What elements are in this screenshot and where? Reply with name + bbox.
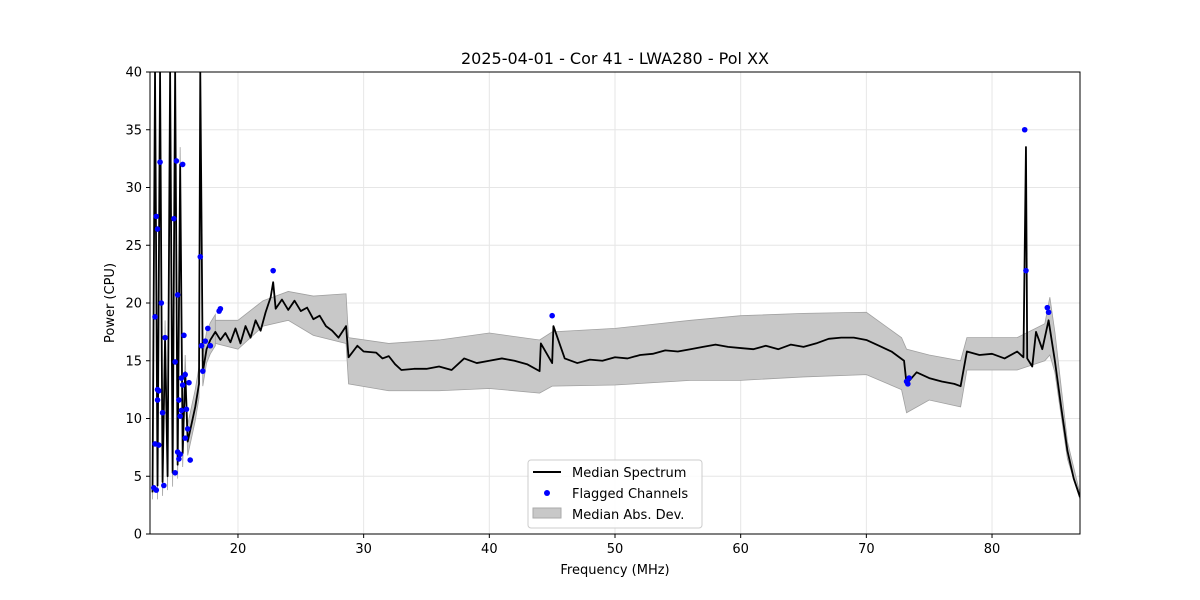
flagged-channel-point — [176, 456, 182, 462]
legend-swatch-flagged — [544, 490, 550, 496]
flagged-channel-point — [174, 292, 181, 298]
flagged-channel-point — [216, 308, 222, 314]
flagged-channel-point — [182, 435, 188, 441]
flagged-channel-point — [906, 375, 912, 381]
flagged-channel-point — [205, 325, 211, 332]
legend-box — [527, 459, 703, 529]
flagged-channel-point — [157, 159, 163, 165]
flagged-channel-point — [207, 342, 214, 349]
flagged-channel-point — [198, 342, 205, 349]
flagged-channel-point — [153, 487, 160, 493]
y-tick-label: 0 — [134, 528, 142, 543]
x-tick-label: 30 — [355, 542, 372, 557]
legend-swatch-mad — [532, 507, 562, 519]
flagged-channel-point — [161, 482, 167, 489]
legend-label-mad: Median Abs. Dev. — [572, 508, 684, 523]
flagged-channel-point — [162, 334, 168, 341]
y-tick-label: 15 — [125, 354, 142, 369]
flagged-channel-point — [177, 413, 183, 419]
flagged-channel-point — [179, 382, 186, 388]
x-axis-ticks: 20 30 40 50 60 70 80 — [230, 534, 1001, 557]
flagged-channel-point — [270, 267, 276, 274]
flagged-channel-point — [184, 426, 191, 432]
y-tick-label: 20 — [125, 297, 142, 312]
flagged-channel-point — [1045, 309, 1052, 316]
flagged-channel-point — [154, 386, 161, 393]
y-tick-label: 35 — [125, 123, 142, 138]
flagged-channel-point — [171, 215, 177, 222]
flagged-channel-point — [152, 314, 158, 320]
flagged-channel-point — [172, 359, 178, 365]
flagged-channel-point — [178, 407, 185, 414]
y-tick-label: 30 — [125, 181, 142, 196]
flagged-channel-point — [154, 397, 161, 403]
y-axis-ticks: 0 5 10 15 20 25 30 35 40 — [125, 66, 150, 543]
flagged-channel-point — [158, 300, 165, 306]
x-tick-label: 50 — [607, 542, 624, 557]
legend-label-flagged: Flagged Channels — [572, 487, 688, 502]
flagged-channel-point — [159, 409, 166, 416]
y-axis-label: Power (CPU) — [103, 263, 118, 343]
flagged-channel-point — [181, 332, 187, 339]
flagged-channel-point — [177, 451, 183, 458]
flagged-channel-point — [173, 158, 180, 164]
median-spectrum-line — [151, 72, 1080, 498]
flagged-channel-point — [172, 469, 178, 476]
flagged-channel-point — [197, 253, 204, 260]
y-tick-label: 5 — [134, 470, 142, 485]
legend: Median Spectrum Flagged Channels Median … — [527, 459, 703, 529]
legend-label-median: Median Spectrum — [572, 466, 686, 481]
flagged-channel-point — [153, 213, 160, 220]
flagged-points-layer — [150, 126, 1052, 493]
flagged-channel-point — [154, 226, 161, 232]
flagged-channel-point — [186, 379, 192, 386]
flagged-channel-point — [187, 457, 194, 463]
flagged-channel-point — [178, 375, 185, 381]
flagged-channel-point — [183, 406, 190, 413]
mad-band — [214, 291, 1080, 500]
flagged-channel-point — [1023, 267, 1029, 274]
flagged-channel-point — [199, 368, 206, 374]
flagged-channel-point — [176, 397, 182, 403]
x-tick-label: 80 — [984, 542, 1001, 557]
x-tick-label: 20 — [230, 542, 247, 557]
x-tick-label: 70 — [858, 542, 875, 557]
flagged-channel-point — [549, 312, 555, 319]
x-tick-label: 60 — [732, 542, 749, 557]
chart-title: 2025-04-01 - Cor 41 - LWA280 - Pol XX — [461, 49, 769, 68]
flagged-channel-point — [152, 441, 158, 447]
y-tick-label: 25 — [125, 239, 142, 254]
flagged-channel-point — [905, 381, 911, 387]
flagged-channel-point — [1044, 304, 1051, 311]
x-axis-label: Frequency (MHz) — [560, 563, 669, 578]
y-tick-label: 10 — [125, 412, 142, 427]
median-line-layer — [151, 72, 1080, 498]
flagged-channel-point — [1021, 126, 1028, 133]
flagged-channel-point — [179, 161, 186, 168]
y-tick-label: 40 — [125, 66, 142, 81]
x-tick-label: 40 — [481, 542, 498, 557]
flagged-channel-point — [182, 371, 188, 378]
flagged-channel-point — [202, 338, 209, 344]
